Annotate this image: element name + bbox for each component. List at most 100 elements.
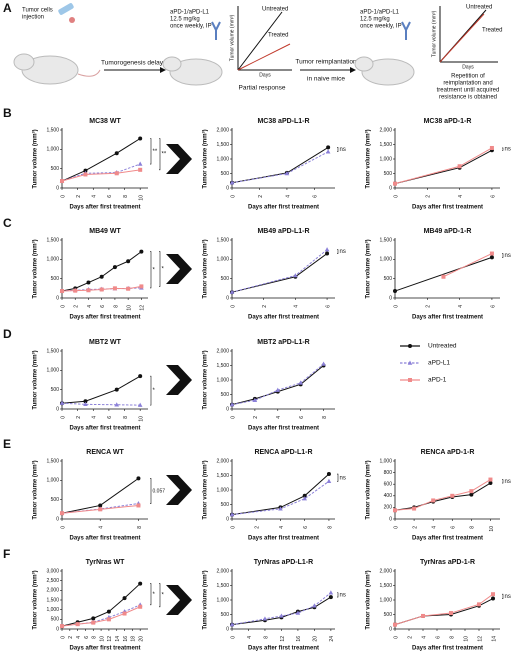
step-text: Tumorogenesis delay: [101, 60, 164, 67]
marker: [86, 288, 91, 293]
bracket: [502, 253, 504, 258]
y-tick-label: 1,000: [46, 607, 59, 613]
x-tick-label: 8: [113, 305, 119, 308]
chevron: [166, 365, 192, 395]
x-tick-label: 10: [139, 416, 145, 422]
annotation: 0.057: [153, 488, 166, 494]
x-tick-label: 0: [230, 636, 236, 639]
mini-ylabel: Tumor volume (mm³): [431, 10, 437, 57]
series-line: [443, 253, 493, 278]
chart: E RENCA WT 0 500 1,000 1,500 0 4 8 Days after fir…: [3, 437, 192, 542]
annotation: ns: [505, 147, 511, 153]
mini-curve: [237, 11, 283, 71]
y-tick-label: 500: [51, 276, 60, 282]
bracket: [150, 138, 152, 165]
mini-ylabel: Tumor volume (mm³): [229, 14, 235, 61]
step-text: injection: [22, 15, 44, 21]
annotation: *: [162, 593, 165, 599]
y-tick-label: 1,500: [379, 142, 392, 148]
y-tick-label: 500: [384, 276, 393, 282]
legend: Untreated aPD-L1 aPD-1: [400, 343, 457, 384]
chart: B MC38 WT 0 500 1,000 1,500 0 2 4 6 8 10 Days after …: [3, 106, 192, 211]
y-tick-label: 1,000: [216, 487, 229, 493]
marker: [449, 611, 453, 616]
cells-icon: [69, 17, 75, 23]
marker: [83, 399, 88, 404]
x-tick-label: 20: [139, 636, 145, 642]
marker: [83, 168, 88, 173]
marker: [408, 378, 412, 382]
y-tick-label: 500: [384, 171, 393, 177]
marker: [114, 387, 119, 392]
step-text: Tumor cells: [22, 8, 53, 14]
y-tick-label: 2,000: [379, 127, 392, 133]
y-tick-label: 1,000: [216, 257, 229, 263]
y-tick-label: 0: [56, 626, 59, 632]
y-tick-label: 1,000: [46, 257, 59, 263]
marker: [431, 498, 436, 503]
marker: [138, 136, 143, 141]
y-tick-label: 0: [226, 626, 229, 632]
marker: [489, 251, 494, 256]
bracket: [337, 473, 339, 482]
y-tick-label: 0: [389, 626, 392, 632]
y-tick-label: 0: [389, 516, 392, 522]
marker: [139, 249, 144, 254]
chart-title: MC38 aPD-L1-R: [257, 118, 309, 125]
marker: [106, 609, 111, 614]
arrow-head: [160, 67, 166, 73]
marker: [326, 472, 331, 477]
mouse-icon: [361, 58, 415, 86]
x-tick-label: 10: [463, 636, 469, 642]
y-axis-label: Tumor volume (mm³): [365, 570, 372, 629]
x-tick-label: 6: [490, 195, 496, 198]
curve-label: Untreated: [466, 5, 492, 11]
syringe-icon: [58, 3, 74, 15]
bracket: [159, 251, 161, 287]
y-tick-label: 0: [389, 295, 392, 301]
x-tick-label: 12: [140, 305, 146, 311]
x-tick-label: 4: [276, 416, 282, 419]
marker: [488, 481, 493, 486]
step-text: once weekly, IP: [170, 24, 212, 30]
annotation: ns: [340, 249, 346, 255]
marker: [326, 145, 331, 150]
series-line: [61, 375, 141, 404]
antibody-icon: [211, 21, 221, 40]
bracket: [502, 479, 504, 484]
marker: [114, 171, 119, 176]
x-tick-label: 4: [92, 195, 98, 198]
x-tick-label: 8: [322, 416, 328, 419]
y-tick-label: 1,500: [216, 237, 229, 243]
bracket: [337, 592, 339, 598]
x-tick-label: 8: [263, 636, 269, 639]
x-tick-label: 20: [313, 636, 319, 642]
marker: [60, 179, 64, 184]
panel-label: D: [3, 327, 12, 341]
y-tick-label: 2,000: [216, 348, 229, 354]
y-tick-label: 1,000: [379, 257, 392, 263]
chart: MC38 aPD-L1-R 0 500 1,000 1,500 2,000 0 2 4 6 Days…: [202, 118, 346, 211]
marker: [321, 361, 326, 366]
marker: [412, 506, 417, 511]
y-tick-label: 1,000: [46, 147, 59, 153]
marker: [450, 493, 455, 498]
marker: [86, 280, 91, 285]
series-line: [231, 365, 324, 406]
x-tick-label: 2: [76, 416, 82, 419]
chart-title: RENCA aPD-L1-R: [254, 449, 312, 456]
marker: [278, 506, 283, 511]
mouse-icon: [13, 53, 35, 71]
x-axis-label: Days after first treatment: [69, 646, 140, 652]
panel-a: A Tumor cells injection Tumorogenesis de…: [3, 1, 502, 100]
x-tick-label: 14: [115, 636, 121, 642]
y-axis-label: Tumor volume (mm³): [32, 239, 39, 298]
panel-label: A: [3, 1, 12, 15]
panel-label: E: [3, 437, 11, 451]
series-line: [61, 583, 141, 627]
y-tick-label: 2,000: [216, 127, 229, 133]
bracket: [150, 251, 152, 289]
y-tick-label: 500: [51, 166, 60, 172]
curve-label: Untreated: [262, 7, 288, 13]
mouse-tail: [77, 69, 101, 77]
